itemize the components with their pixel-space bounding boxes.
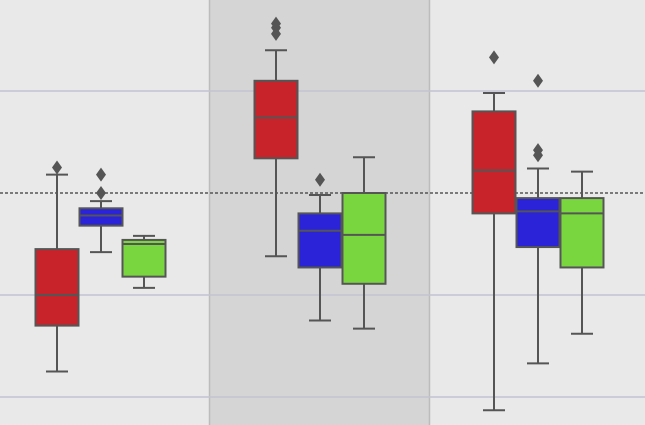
box bbox=[341, 192, 387, 285]
box-group-1-series-3 bbox=[121, 234, 167, 289]
box-group-3-series-2 bbox=[515, 73, 561, 365]
outlier-point bbox=[52, 160, 62, 175]
outlier-point bbox=[533, 143, 543, 158]
box bbox=[559, 197, 605, 269]
box bbox=[78, 207, 124, 227]
box bbox=[515, 197, 561, 249]
box-group-3-series-1 bbox=[471, 50, 517, 412]
outlier-point bbox=[271, 26, 281, 41]
outlier-point bbox=[315, 172, 325, 187]
box bbox=[253, 79, 299, 160]
box-group-1-series-2 bbox=[78, 167, 124, 254]
box-group-2-series-1 bbox=[253, 16, 299, 258]
outlier-point bbox=[533, 73, 543, 88]
box-group-1-series-1 bbox=[34, 160, 80, 373]
outlier-point bbox=[96, 167, 106, 182]
box bbox=[297, 212, 343, 269]
outlier-point bbox=[96, 186, 106, 200]
outlier-point bbox=[489, 50, 499, 65]
box bbox=[471, 110, 517, 215]
outlier-point bbox=[271, 16, 281, 31]
box-group-2-series-3 bbox=[341, 156, 387, 330]
box-group-3-series-3 bbox=[559, 170, 605, 335]
box bbox=[34, 248, 80, 327]
box bbox=[121, 238, 167, 278]
